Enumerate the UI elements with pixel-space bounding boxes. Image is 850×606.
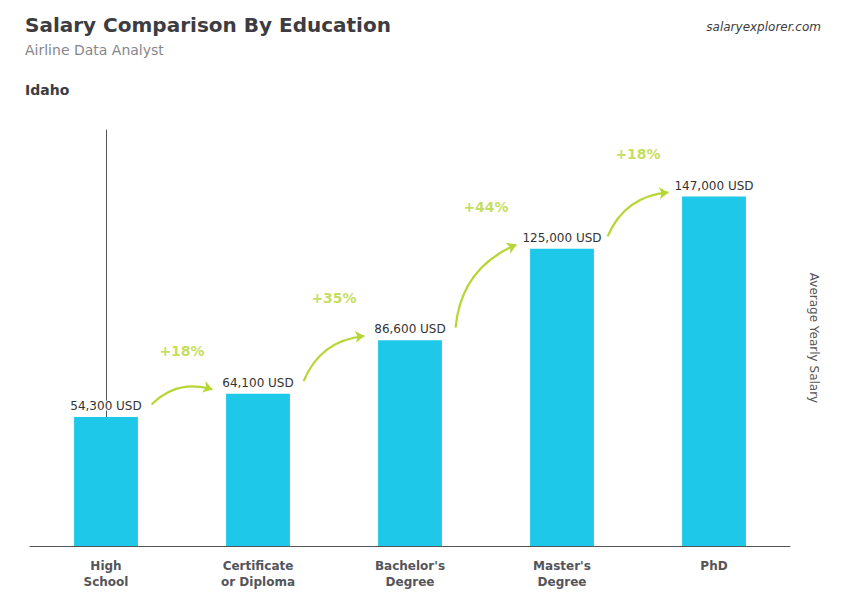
svg-text:147,000 USD: 147,000 USD bbox=[674, 179, 753, 193]
svg-text:Bachelor's: Bachelor's bbox=[375, 559, 445, 573]
svg-text:Idaho: Idaho bbox=[25, 82, 70, 98]
svg-text:54,300 USD: 54,300 USD bbox=[70, 399, 141, 413]
svg-text:86,600 USD: 86,600 USD bbox=[374, 322, 445, 336]
svg-text:+18%: +18% bbox=[159, 343, 204, 359]
svg-text:+35%: +35% bbox=[311, 290, 356, 306]
svg-text:+44%: +44% bbox=[463, 199, 508, 215]
svg-text:64,100 USD: 64,100 USD bbox=[222, 376, 293, 390]
svg-text:or Diploma: or Diploma bbox=[221, 575, 295, 589]
svg-text:PhD: PhD bbox=[700, 559, 727, 573]
svg-text:Degree: Degree bbox=[386, 575, 435, 589]
svg-text:Salary Comparison By Education: Salary Comparison By Education bbox=[25, 13, 391, 37]
svg-text:salaryexplorer.com: salaryexplorer.com bbox=[706, 20, 821, 34]
svg-text:Degree: Degree bbox=[538, 575, 587, 589]
svg-text:125,000 USD: 125,000 USD bbox=[522, 231, 601, 245]
svg-text:Certificate: Certificate bbox=[223, 559, 294, 573]
svg-text:High: High bbox=[90, 559, 121, 573]
svg-text:Master's: Master's bbox=[533, 559, 591, 573]
svg-text:Airline Data Analyst: Airline Data Analyst bbox=[25, 42, 164, 58]
svg-text:School: School bbox=[84, 575, 129, 589]
svg-text:+18%: +18% bbox=[615, 146, 660, 162]
svg-text:Average Yearly Salary: Average Yearly Salary bbox=[807, 273, 821, 403]
